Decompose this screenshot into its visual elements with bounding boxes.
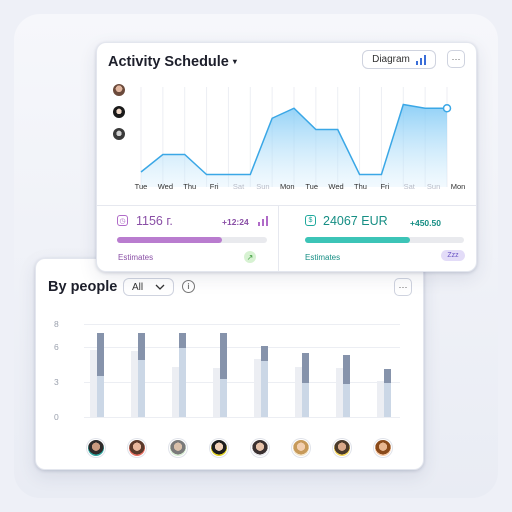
bar-total[interactable] xyxy=(343,355,350,385)
arrow-up-right-icon[interactable]: ↗ xyxy=(244,251,256,263)
bar-estimate[interactable] xyxy=(172,367,179,417)
bar-actual[interactable] xyxy=(97,376,104,417)
day-label: Tue xyxy=(305,182,319,191)
day-label: Fri xyxy=(380,182,390,191)
bar-chart-icon xyxy=(415,54,426,65)
y-tick-label: 3 xyxy=(54,377,59,388)
activity-more-button[interactable]: ··· xyxy=(447,50,465,68)
bar-actual[interactable] xyxy=(384,383,391,417)
activity-title-text: Activity Schedule xyxy=(108,54,229,70)
dollar-icon: $ xyxy=(305,215,316,226)
estimates-link[interactable]: Estimates xyxy=(118,253,154,262)
bar-estimate[interactable] xyxy=(90,349,97,417)
bar-total[interactable] xyxy=(179,333,186,349)
activity-schedule-card: Activity Schedule ▾ Diagram ··· Tue Wed Th… xyxy=(96,42,477,272)
avatar[interactable] xyxy=(129,440,145,456)
day-label: Sat xyxy=(232,182,245,191)
day-label: Fri xyxy=(209,182,219,191)
bar-actual[interactable] xyxy=(220,378,227,417)
bar-actual[interactable] xyxy=(302,383,309,417)
bar-actual[interactable] xyxy=(179,348,186,417)
day-label: Sun xyxy=(426,182,441,191)
day-label: Sat xyxy=(403,182,415,191)
bar-total[interactable] xyxy=(97,333,104,377)
by-people-card: By people All i ··· 8 6 3 0 xyxy=(35,258,424,470)
diagram-button[interactable]: Diagram xyxy=(362,50,436,69)
bar-total[interactable] xyxy=(220,333,227,379)
grid-line xyxy=(84,324,400,325)
filter-value: All xyxy=(132,281,144,293)
divider xyxy=(278,206,279,271)
grid-line xyxy=(84,382,400,384)
day-label: Mon xyxy=(280,182,295,191)
people-more-button[interactable]: ··· xyxy=(394,278,412,296)
avatar[interactable] xyxy=(113,128,125,140)
avatar[interactable] xyxy=(113,84,125,96)
bar-estimate[interactable] xyxy=(377,380,384,417)
series-line xyxy=(140,103,447,176)
bar-total[interactable] xyxy=(138,333,145,361)
avatar[interactable] xyxy=(170,440,186,456)
caret-down-icon: ▾ xyxy=(232,57,237,66)
signal-icon xyxy=(258,216,268,226)
money-progress-fill xyxy=(305,237,410,243)
people-more-icon: ··· xyxy=(398,282,408,292)
activity-title[interactable]: Activity Schedule ▾ xyxy=(108,54,237,70)
bar-estimate[interactable] xyxy=(295,367,302,417)
time-progress-bar xyxy=(117,237,267,243)
time-progress-fill xyxy=(117,237,222,243)
filter-select[interactable]: All xyxy=(123,278,174,296)
day-label: Sun xyxy=(256,182,270,191)
estimates-link[interactable]: Estimates xyxy=(305,253,341,262)
avatar[interactable] xyxy=(334,440,350,456)
bar-estimate[interactable] xyxy=(213,368,220,417)
bar-actual[interactable] xyxy=(138,360,145,417)
day-label: Wed xyxy=(157,182,174,191)
current-point[interactable] xyxy=(442,104,452,113)
day-label: Thu xyxy=(353,182,367,191)
bar-estimate[interactable] xyxy=(131,350,138,417)
activity-more-icon: ··· xyxy=(451,54,461,64)
bar-total[interactable] xyxy=(302,353,309,384)
sleep-badge: Zzz xyxy=(441,250,465,261)
avatar[interactable] xyxy=(293,440,309,456)
bar-actual[interactable] xyxy=(343,384,350,417)
time-delta: +12:24 xyxy=(222,217,249,227)
y-tick-label: 6 xyxy=(54,342,59,353)
diagram-label: Diagram xyxy=(372,54,410,65)
day-label: Mon xyxy=(450,182,466,191)
clock-icon: ◷ xyxy=(117,215,128,226)
bar-estimate[interactable] xyxy=(336,368,343,417)
day-label: Tue xyxy=(134,182,148,191)
money-delta: +450.50 xyxy=(410,218,441,228)
divider xyxy=(97,205,476,206)
series-area xyxy=(141,104,447,187)
bar-actual[interactable] xyxy=(261,361,268,417)
day-label: Thu xyxy=(183,182,197,191)
avatar[interactable] xyxy=(375,440,391,456)
activity-line-chart xyxy=(140,87,452,187)
day-label: Wed xyxy=(328,182,344,191)
info-icon[interactable]: i xyxy=(182,280,195,293)
y-tick-label: 0 xyxy=(54,412,59,422)
avatar[interactable] xyxy=(88,440,104,456)
chevron-down-icon xyxy=(155,284,165,290)
avatar[interactable] xyxy=(113,106,125,118)
bar-total[interactable] xyxy=(384,369,391,384)
grid-line xyxy=(84,347,400,349)
y-tick-label: 8 xyxy=(54,319,59,329)
money-value: 24067 EUR xyxy=(323,214,388,228)
bar-total[interactable] xyxy=(261,346,268,362)
avatar[interactable] xyxy=(211,440,227,456)
grid-line xyxy=(84,417,400,418)
time-value: 1156 г. xyxy=(136,214,173,228)
avatar[interactable] xyxy=(252,440,268,456)
people-title: By people xyxy=(48,279,118,295)
bar-estimate[interactable] xyxy=(254,358,261,417)
money-progress-bar xyxy=(305,237,464,243)
